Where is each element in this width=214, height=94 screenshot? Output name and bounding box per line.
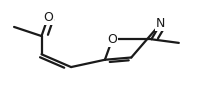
Text: O: O — [43, 11, 53, 24]
Text: O: O — [107, 33, 117, 46]
Text: N: N — [156, 17, 166, 30]
